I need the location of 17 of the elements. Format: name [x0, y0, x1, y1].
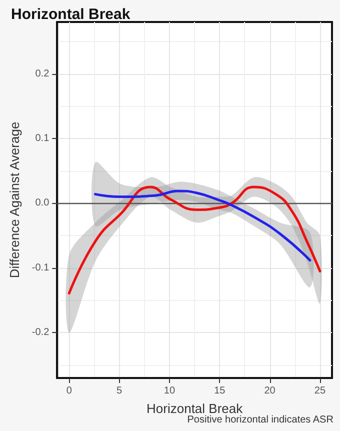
- line-series: [68, 186, 322, 294]
- x-tick-label: 15: [214, 386, 226, 396]
- y-tick-label: -0.2: [32, 327, 50, 338]
- text: Positive horizontal indicates ASR: [187, 414, 334, 426]
- y-tick-label: 0.2: [35, 68, 50, 80]
- x-tick-label: 25: [314, 386, 326, 396]
- y-axis-title: Difference Against Average: [7, 122, 22, 278]
- y-tick-label: -0.1: [32, 262, 50, 274]
- x-axis-title: Horizontal Break: [146, 401, 244, 416]
- x-tick-label: 10: [164, 386, 176, 396]
- x-tick-label: 0: [66, 386, 72, 396]
- y-tick-label: 0.1: [35, 133, 50, 144]
- line-series: [94, 190, 312, 262]
- x-tick-label: 20: [264, 386, 276, 396]
- x-tick-label: 5: [116, 386, 123, 396]
- y-tick-label: 0.0: [35, 198, 50, 209]
- chart-title: Horizontal Break: [11, 6, 131, 23]
